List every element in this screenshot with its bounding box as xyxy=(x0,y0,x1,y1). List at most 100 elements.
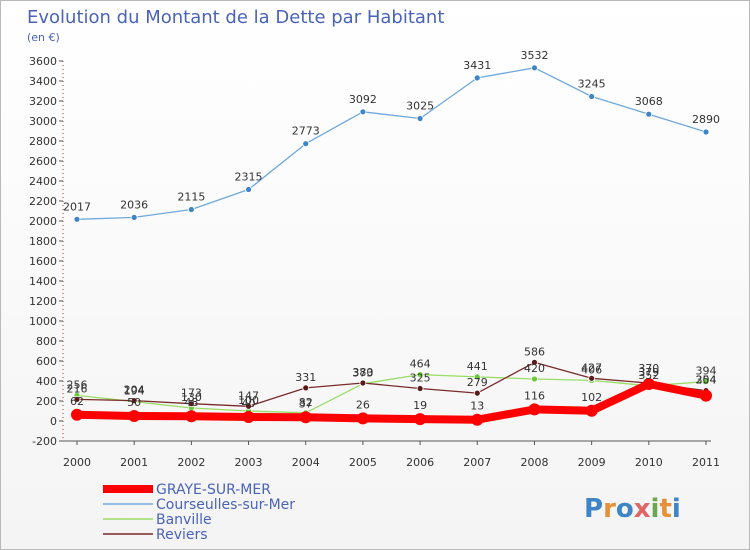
point-reviers xyxy=(73,395,81,403)
legend-label-graye-sur-mer: GRAYE-SUR-MER xyxy=(156,482,271,498)
data-label-courseulles-sur-mer: 3025 xyxy=(406,100,434,113)
logo-letter: i xyxy=(651,494,660,524)
point-reviers xyxy=(302,384,310,392)
point-banville xyxy=(702,378,710,386)
series-line-banville xyxy=(76,373,707,414)
data-label-graye-sur-mer: 13 xyxy=(470,400,484,413)
proxiti-logo: Proxiti xyxy=(584,494,681,524)
series-line-graye-sur-mer xyxy=(73,380,710,424)
data-label-banville: 406 xyxy=(581,363,602,376)
point-graye-sur-mer xyxy=(414,413,427,426)
data-label-graye-sur-mer: 62 xyxy=(70,395,84,408)
y-tick-label: 2000 xyxy=(29,215,57,228)
y-tick-label: 2800 xyxy=(29,135,57,148)
data-label-banville: 130 xyxy=(181,391,202,404)
point-courseulles-sur-mer xyxy=(531,64,538,72)
data-label-graye-sur-mer: 40 xyxy=(242,397,256,410)
point-reviers xyxy=(416,385,424,392)
x-tick-label: 2002 xyxy=(177,456,205,469)
data-label-graye-sur-mer: 254 xyxy=(696,374,717,387)
y-tick-label: 1200 xyxy=(29,295,57,308)
point-reviers xyxy=(187,400,195,408)
point-courseulles-sur-mer xyxy=(73,215,81,223)
data-label-courseulles-sur-mer: 3431 xyxy=(463,59,491,72)
legend-label-courseulles-sur-mer: Courseulles-sur-Mer xyxy=(156,497,295,513)
data-label-banville: 420 xyxy=(524,362,545,375)
logo-letter: i xyxy=(672,494,681,524)
data-label-reviers: 304 xyxy=(696,374,717,387)
data-label-courseulles-sur-mer: 3245 xyxy=(578,78,606,91)
data-label-reviers: 325 xyxy=(410,372,431,385)
data-label-graye-sur-mer: 26 xyxy=(356,398,370,411)
logo-letter: o xyxy=(616,494,634,524)
chart-subtitle: (en €) xyxy=(27,31,60,44)
y-tick-label: 200 xyxy=(36,395,57,408)
data-label-banville: 194 xyxy=(124,385,145,398)
data-label-courseulles-sur-mer: 3092 xyxy=(349,93,377,106)
y-tick-label: 3200 xyxy=(29,95,57,108)
point-courseulles-sur-mer xyxy=(187,206,195,213)
y-tick-label: 1400 xyxy=(29,275,57,288)
data-label-reviers: 331 xyxy=(295,371,316,384)
data-label-banville: 464 xyxy=(410,358,431,371)
y-tick-label: 3600 xyxy=(29,55,57,68)
legend-label-reviers: Reviers xyxy=(156,527,208,543)
data-label-banville: 394 xyxy=(696,365,717,378)
point-reviers xyxy=(359,379,367,387)
series-layer xyxy=(71,64,712,426)
series-line-reviers xyxy=(76,361,707,407)
y-tick-label: 3400 xyxy=(29,75,57,88)
data-label-graye-sur-mer: 19 xyxy=(413,399,427,412)
data-label-banville: 441 xyxy=(467,360,488,373)
y-tick-label: 1800 xyxy=(29,235,57,248)
chart-title: Evolution du Montant de la Dette par Hab… xyxy=(27,7,444,28)
point-banville xyxy=(473,373,481,381)
data-label-banville: 82 xyxy=(299,396,313,409)
point-graye-sur-mer xyxy=(299,411,312,424)
data-label-reviers: 204 xyxy=(124,384,145,397)
point-graye-sur-mer xyxy=(642,378,655,390)
point-reviers xyxy=(473,389,481,397)
logo-letter: x xyxy=(634,494,651,524)
point-courseulles-sur-mer xyxy=(645,110,653,118)
data-label-courseulles-sur-mer: 3532 xyxy=(520,49,548,62)
data-label-reviers: 279 xyxy=(467,376,488,389)
data-label-reviers: 427 xyxy=(581,361,602,374)
x-tick-label: 2003 xyxy=(235,456,263,469)
data-label-courseulles-sur-mer: 2115 xyxy=(177,191,205,204)
x-tick-label: 2007 xyxy=(463,456,491,469)
x-tick-label: 2011 xyxy=(692,456,720,469)
y-tick-label: 2200 xyxy=(29,195,57,208)
point-courseulles-sur-mer xyxy=(473,74,481,82)
point-courseulles-sur-mer xyxy=(359,108,367,116)
data-label-banville: 100 xyxy=(238,394,259,407)
point-reviers xyxy=(588,374,596,382)
point-courseulles-sur-mer xyxy=(588,93,596,100)
x-tick-label: 2000 xyxy=(63,456,91,469)
data-label-courseulles-sur-mer: 2315 xyxy=(235,171,263,184)
x-tick-label: 2010 xyxy=(635,456,663,469)
x-tick-label: 2008 xyxy=(520,456,548,469)
data-label-courseulles-sur-mer: 2036 xyxy=(120,198,148,211)
logo-letter: r xyxy=(603,494,616,524)
point-graye-sur-mer xyxy=(471,413,484,426)
data-label-reviers: 216 xyxy=(67,382,88,395)
point-graye-sur-mer xyxy=(185,410,198,423)
logo-letter: t xyxy=(659,494,671,524)
point-graye-sur-mer xyxy=(242,411,255,423)
point-banville xyxy=(416,371,424,379)
y-tick-label: 1000 xyxy=(29,315,57,328)
point-courseulles-sur-mer xyxy=(130,213,138,221)
point-courseulles-sur-mer xyxy=(702,128,710,136)
data-label-banville: 256 xyxy=(67,378,88,391)
data-label-graye-sur-mer: 102 xyxy=(581,391,602,404)
data-label-banville: 373 xyxy=(352,367,373,380)
point-graye-sur-mer xyxy=(356,412,369,425)
data-label-courseulles-sur-mer: 3068 xyxy=(635,95,663,108)
point-courseulles-sur-mer xyxy=(245,186,252,193)
y-tick-label: 0 xyxy=(50,415,57,428)
point-reviers xyxy=(245,402,252,410)
data-label-graye-sur-mer: 37 xyxy=(299,397,313,410)
